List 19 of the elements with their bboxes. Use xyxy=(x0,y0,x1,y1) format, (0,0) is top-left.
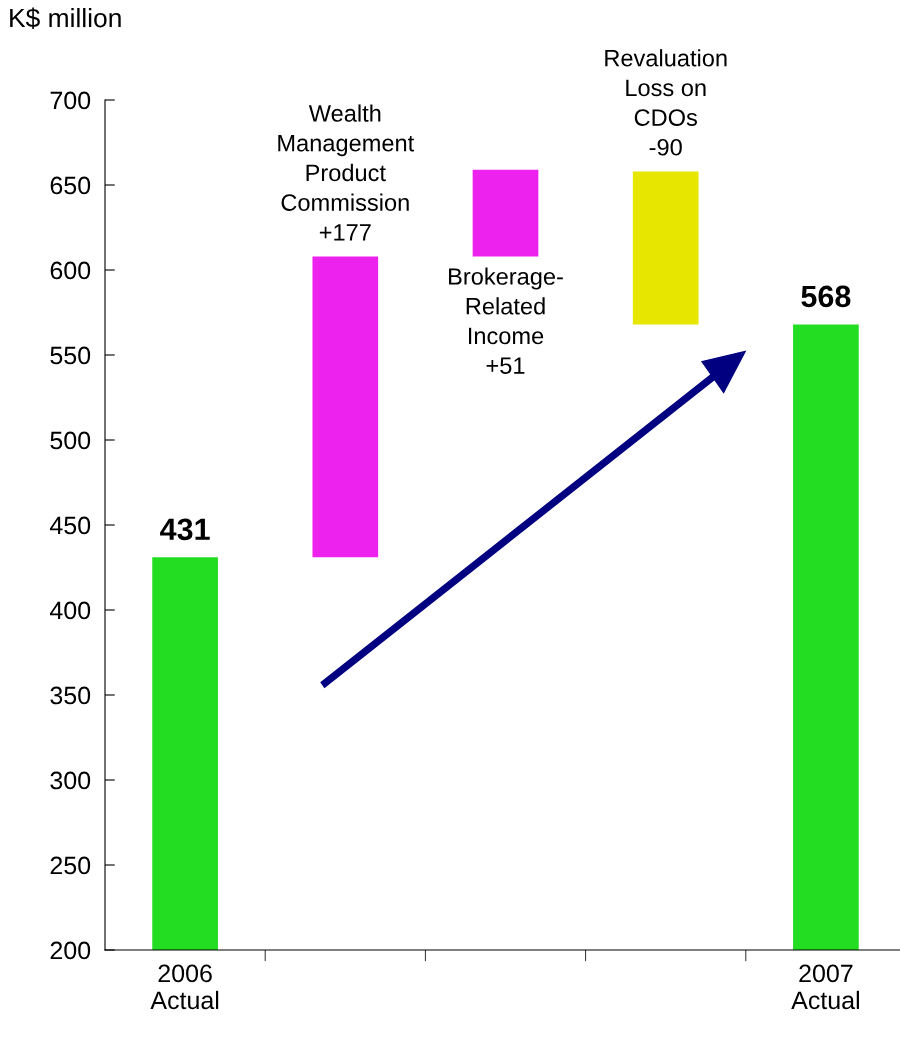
data-label: 431 xyxy=(160,518,210,541)
y-tick-label: 250 xyxy=(50,856,91,875)
x-tick-label: 2007 Actual xyxy=(791,964,859,1010)
data-label: Wealth Management Product Commission +177 xyxy=(278,104,415,241)
data-label: Revaluation Loss on CDOs -90 xyxy=(605,49,727,156)
data-label: 568 xyxy=(801,285,851,308)
data-label: Brokerage- Related Income +51 xyxy=(449,267,563,374)
y-tick-label: 200 xyxy=(50,941,91,960)
y-tick-label: 550 xyxy=(50,346,91,365)
y-tick-label: 700 xyxy=(50,91,91,110)
y-tick-label: 350 xyxy=(50,686,91,705)
y-tick-label: 400 xyxy=(49,601,91,620)
x-tick-label: 2006 Actual xyxy=(150,964,219,1010)
y-tick-label: 450 xyxy=(49,516,91,535)
y-tick-label: 650 xyxy=(50,176,91,195)
y-axis-title: K$ million xyxy=(10,7,121,29)
y-tick-label: 600 xyxy=(50,261,91,280)
y-tick-label: 500 xyxy=(50,431,91,450)
y-tick-label: 300 xyxy=(50,771,91,790)
